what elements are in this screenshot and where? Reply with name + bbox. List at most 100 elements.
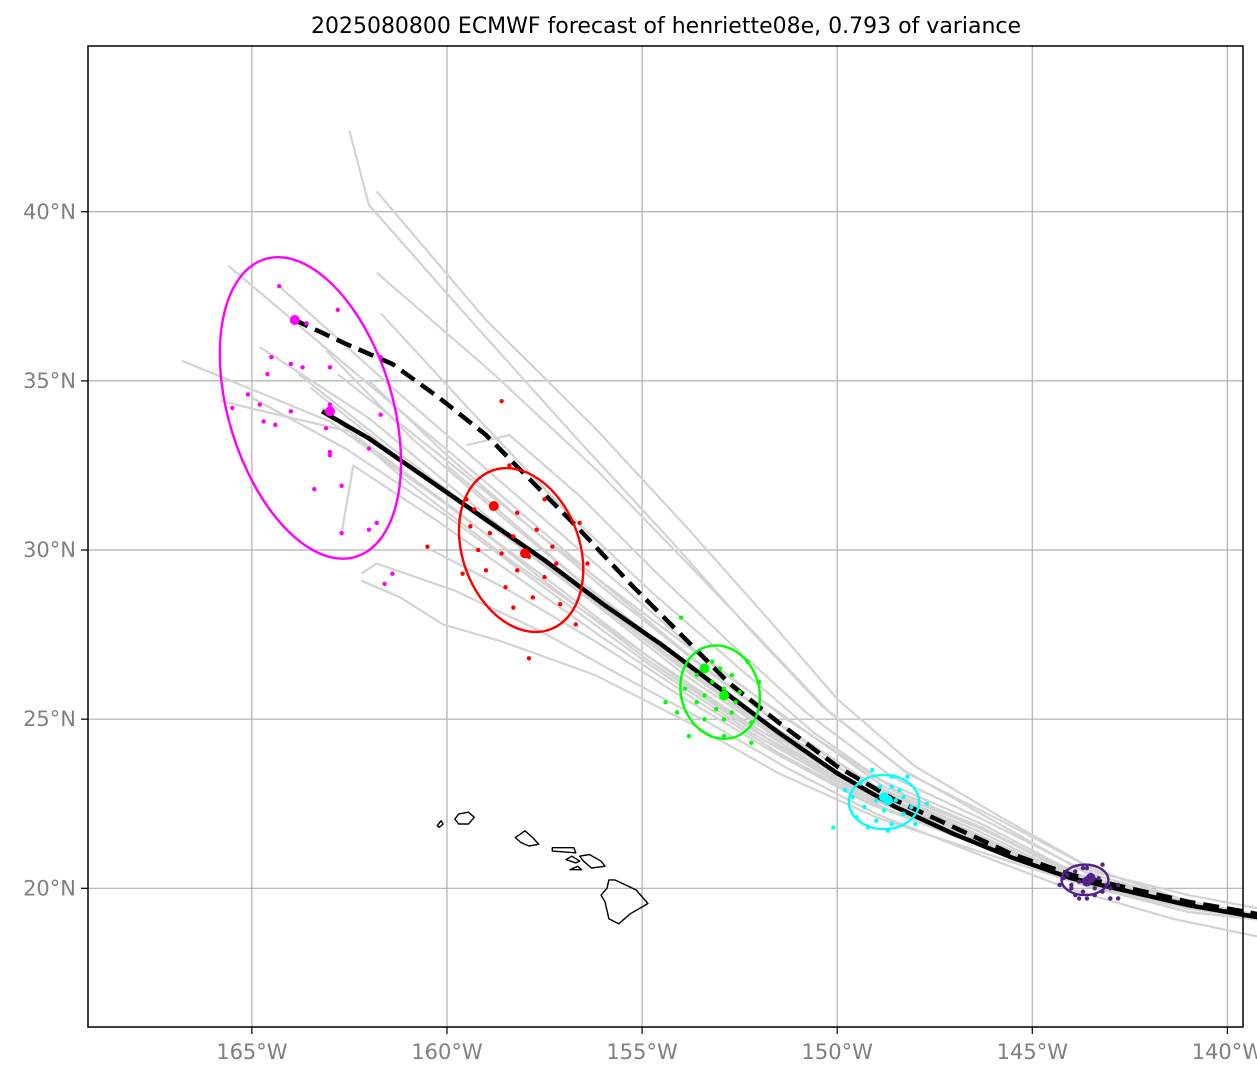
x-tick-label: 150°W <box>802 1040 874 1064</box>
spread-ellipse <box>847 773 921 831</box>
ensemble-track <box>348 130 1257 916</box>
alt-position-point <box>879 791 890 802</box>
member-position-point <box>374 520 379 526</box>
member-position-point <box>877 784 883 790</box>
member-position-point <box>1073 869 1078 874</box>
member-position-point <box>378 412 383 417</box>
member-position-point <box>327 365 333 370</box>
x-axis-ticks: 165°W 160°W 155°W 150°W 145°W 140°W <box>216 1027 1257 1064</box>
member-position-point <box>390 571 395 576</box>
member-position-point <box>717 666 723 671</box>
y-tick-label: 20°N <box>23 876 76 900</box>
member-position-point <box>678 615 684 620</box>
island-outline <box>565 855 581 864</box>
member-position-point <box>573 622 578 627</box>
member-position-point <box>924 801 930 806</box>
member-position-point <box>312 486 317 492</box>
member-position-point <box>327 402 333 407</box>
spread-ellipse <box>457 466 585 634</box>
x-tick-label: 140°W <box>1192 1040 1257 1064</box>
member-position-point <box>729 710 735 715</box>
mean-track-solid <box>320 409 1257 920</box>
member-position-point <box>483 568 489 573</box>
member-position-point <box>327 453 333 458</box>
member-position-point <box>327 449 333 455</box>
x-tick-label: 155°W <box>606 1040 678 1064</box>
member-position-point <box>230 405 235 411</box>
member-position-point <box>874 798 879 803</box>
member-position-point <box>901 811 906 817</box>
member-position-point <box>366 446 372 451</box>
member-position-point <box>1080 889 1086 894</box>
member-position-point <box>257 402 262 407</box>
member-position-point <box>1084 896 1090 901</box>
member-position-point <box>550 544 555 549</box>
alt-position-point <box>1085 873 1096 884</box>
ensemble-track <box>446 464 1257 921</box>
ensemble-track <box>325 349 1257 918</box>
day-markers <box>218 256 1121 901</box>
y-tick-label: 35°N <box>23 369 76 393</box>
member-position-point <box>300 365 305 370</box>
member-position-point <box>487 530 493 536</box>
member-position-point <box>1076 896 1082 901</box>
day-marker-group <box>425 398 590 661</box>
member-position-point <box>1115 896 1121 901</box>
ensemble-tracks <box>181 130 1257 938</box>
ensemble-track <box>278 285 1257 916</box>
day-marker-group <box>663 615 762 746</box>
member-position-point <box>1080 865 1086 871</box>
spread-ellipse <box>679 644 762 741</box>
member-position-point <box>1108 896 1113 901</box>
member-position-point <box>721 733 727 739</box>
ensemble-track <box>379 312 1257 918</box>
member-position-point <box>889 784 895 790</box>
member-position-point <box>335 307 340 313</box>
member-position-point <box>273 422 278 428</box>
member-position-point <box>1115 882 1121 888</box>
member-position-point <box>425 544 430 549</box>
island-outline <box>436 820 444 829</box>
ensemble-track <box>368 380 1257 916</box>
member-position-point <box>499 398 504 404</box>
member-position-point <box>1108 886 1113 891</box>
member-position-point <box>905 774 910 779</box>
member-position-point <box>554 561 559 566</box>
ensemble-track <box>360 579 1257 921</box>
member-position-point <box>515 510 520 516</box>
ensemble-track <box>360 562 1257 938</box>
member-position-point <box>874 818 879 823</box>
member-position-point <box>663 700 668 705</box>
member-position-point <box>530 595 536 600</box>
member-position-point <box>901 794 906 800</box>
member-position-point <box>557 601 563 607</box>
member-position-point <box>850 794 855 800</box>
member-position-point <box>468 524 473 529</box>
member-position-point <box>729 672 735 678</box>
ensemble-track <box>181 359 1257 918</box>
member-position-point <box>710 659 715 664</box>
member-position-point <box>542 574 547 580</box>
member-position-point <box>721 716 727 722</box>
member-position-point <box>913 821 918 827</box>
member-position-point <box>460 571 465 576</box>
ensemble-track <box>466 433 1257 910</box>
member-position-point <box>1076 879 1082 884</box>
member-position-point <box>511 605 516 610</box>
day-marker-group <box>1057 862 1121 901</box>
member-position-point <box>686 733 692 739</box>
member-position-point <box>542 497 547 502</box>
member-position-point <box>577 520 582 526</box>
member-position-point <box>1069 882 1074 888</box>
member-position-point <box>1069 886 1074 891</box>
alt-position-point <box>719 690 730 701</box>
member-position-point <box>503 585 508 590</box>
spread-ellipse <box>218 256 403 560</box>
y-tick-label: 30°N <box>23 538 76 562</box>
ensemble-track <box>309 386 1257 918</box>
member-position-point <box>714 706 719 712</box>
member-position-point <box>1096 875 1101 881</box>
member-position-point <box>897 788 902 793</box>
day-marker-group <box>218 256 403 587</box>
